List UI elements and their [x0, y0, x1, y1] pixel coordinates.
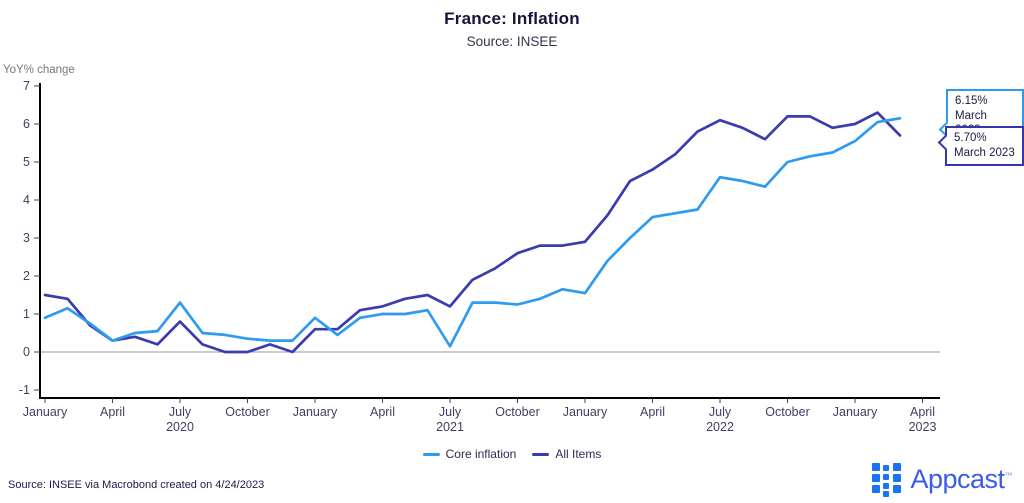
legend-label-core: Core inflation	[445, 447, 517, 461]
chart-legend: Core inflation All Items	[0, 447, 1024, 461]
x-tick-year-label: 2021	[436, 420, 464, 434]
legend-item-all-items: All Items	[532, 447, 601, 461]
x-tick-label: April	[910, 405, 935, 419]
x-tick-label: July	[439, 405, 462, 419]
y-tick-label: 3	[23, 231, 30, 245]
x-tick-label: April	[100, 405, 125, 419]
x-tick-label: July	[169, 405, 192, 419]
appcast-wordmark: Appcast™	[910, 463, 1013, 494]
y-tick-label: 1	[23, 307, 30, 321]
core-inflation-swatch-icon	[422, 452, 440, 456]
x-tick-label: July	[709, 405, 732, 419]
chart-title: France: Inflation	[444, 9, 580, 28]
all-items-swatch-icon	[532, 452, 550, 456]
y-tick-label: 6	[23, 117, 30, 131]
x-tick-year-label: 2022	[706, 420, 734, 434]
y-tick-label: 2	[23, 269, 30, 283]
appcast-logo: Appcast™	[872, 461, 1012, 497]
chart-subtitle: Source: INSEE	[466, 34, 558, 49]
core-inflation-line	[43, 116, 902, 348]
y-axis-title: YoY% change	[3, 64, 75, 76]
y-tick-label: -1	[19, 383, 30, 397]
legend-item-core-inflation: Core inflation	[422, 447, 517, 461]
x-tick-label: January	[23, 405, 68, 419]
trademark-symbol: ™	[1004, 470, 1013, 480]
x-tick-label: January	[833, 405, 878, 419]
y-tick-label: 0	[23, 345, 30, 359]
x-tick-year-label: 2023	[909, 420, 937, 434]
x-tick-label: April	[640, 405, 665, 419]
source-attribution: Source: INSEE via Macrobond created on 4…	[8, 479, 265, 491]
callout-core-value: 6.15%	[955, 95, 988, 107]
x-tick-label: October	[225, 405, 269, 419]
x-tick-year-label: 2020	[166, 420, 194, 434]
x-tick-label: January	[293, 405, 338, 419]
legend-label-all: All Items	[555, 447, 602, 461]
callout-all-value: 5.70%	[954, 132, 987, 144]
y-tick-label: 7	[23, 79, 30, 93]
y-tick-label: 5	[23, 155, 30, 169]
all-items-line	[43, 111, 902, 354]
callout-all-items: 5.70% March 2023	[945, 126, 1024, 166]
appcast-grid-icon	[872, 463, 902, 497]
x-tick-label: October	[765, 405, 809, 419]
x-tick-label: January	[563, 405, 608, 419]
y-tick-label: 4	[23, 193, 30, 207]
callout-all-date: March 2023	[954, 146, 1015, 159]
x-tick-label: April	[370, 405, 395, 419]
x-tick-label: October	[495, 405, 539, 419]
